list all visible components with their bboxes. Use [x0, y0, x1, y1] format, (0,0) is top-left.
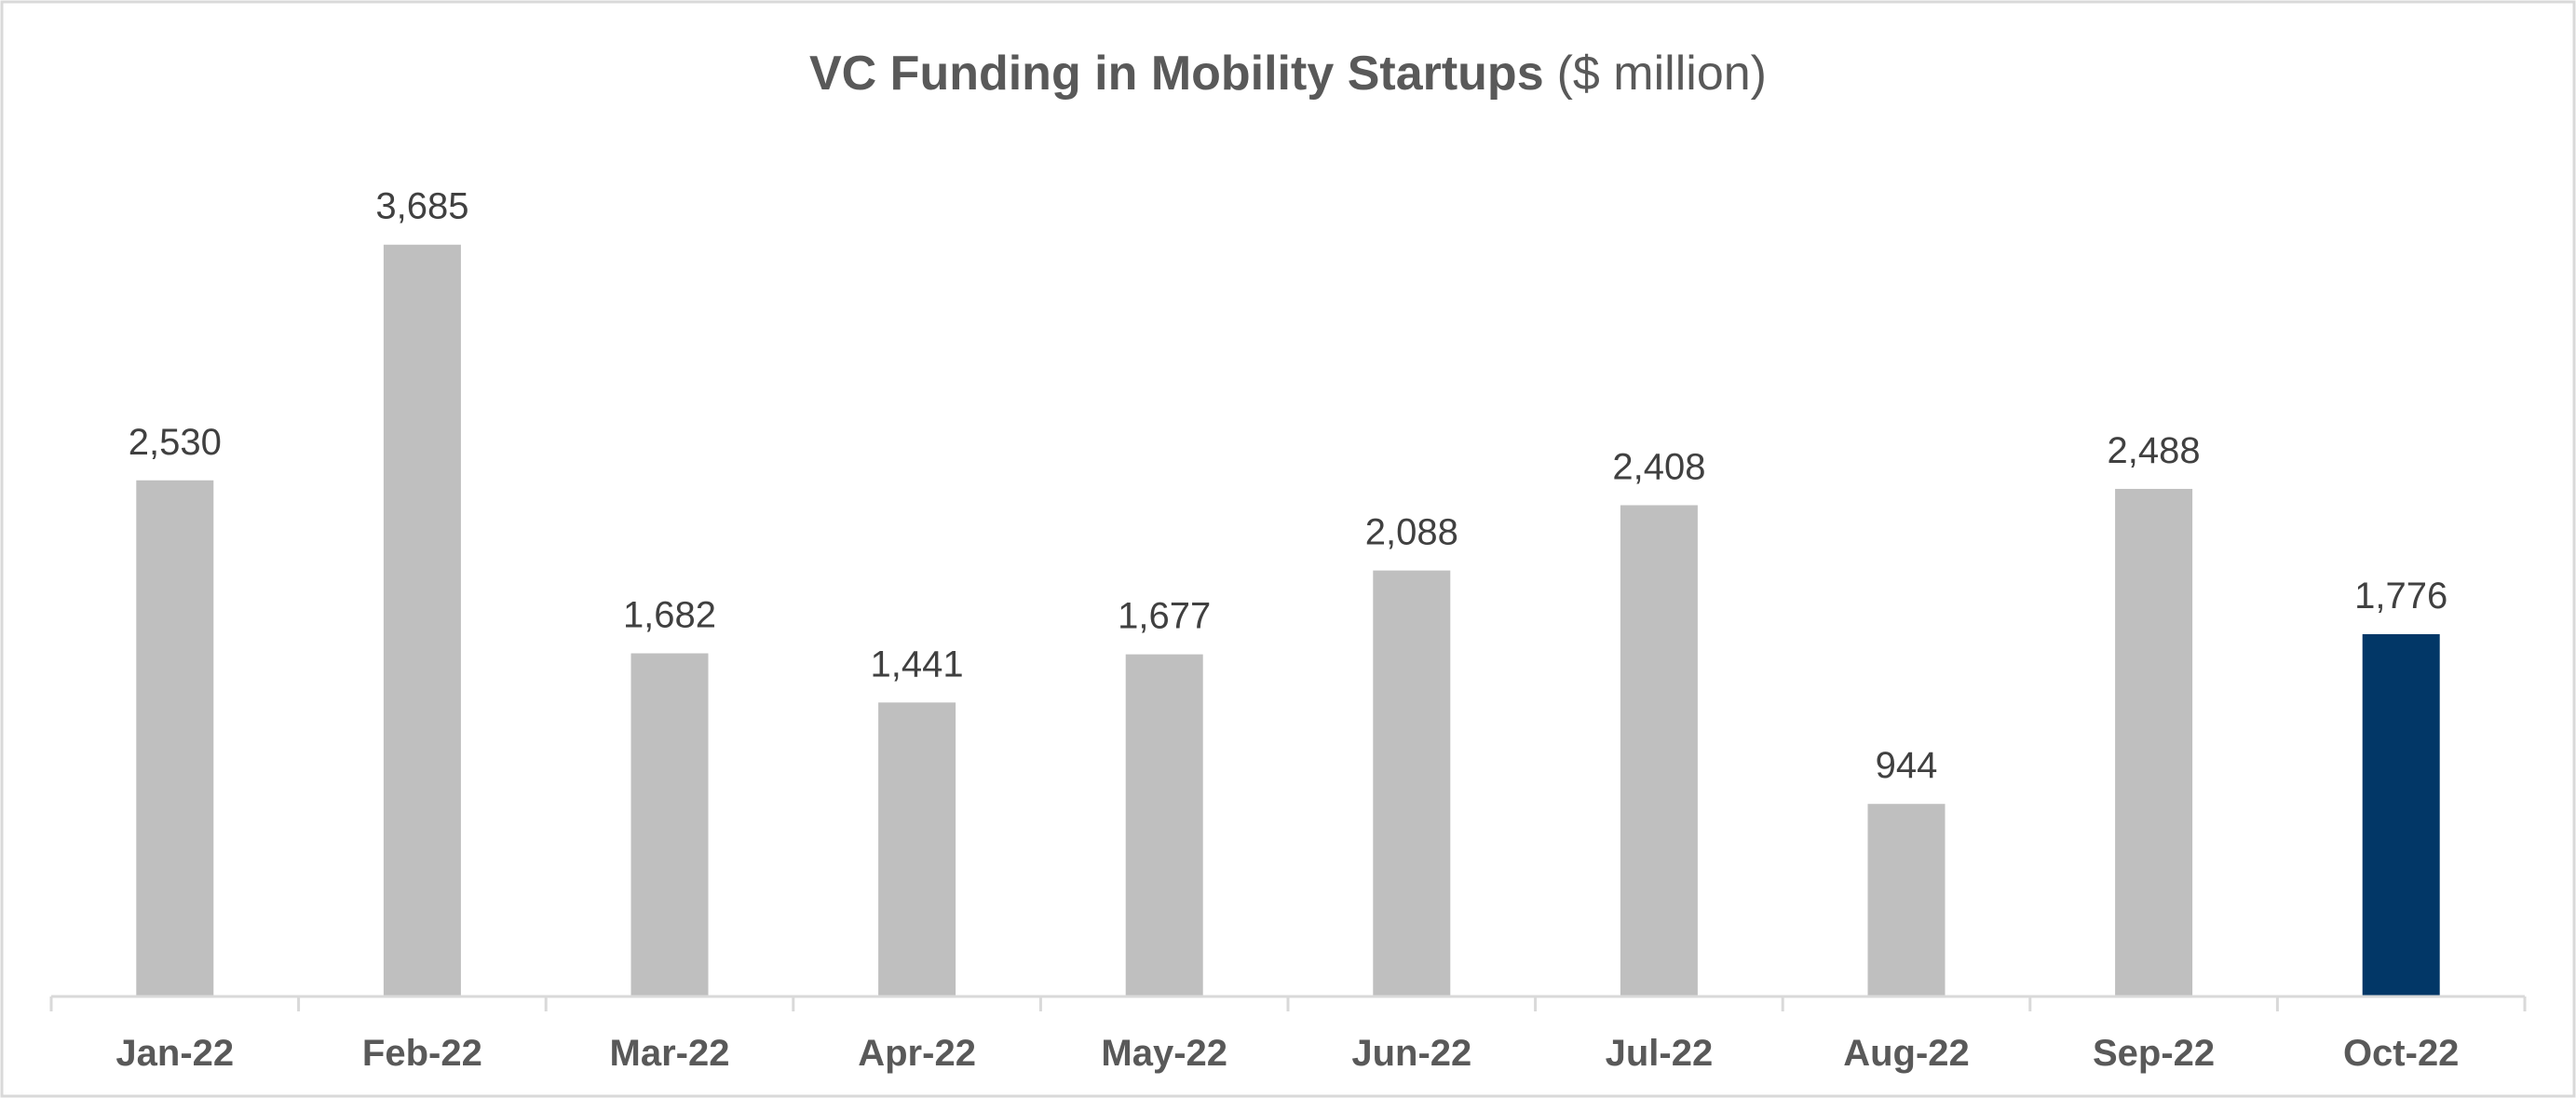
bar-oct-22: [2362, 633, 2440, 996]
data-label: 1,682: [623, 595, 716, 636]
data-label: 1,677: [1118, 596, 1211, 637]
data-label: 1,441: [871, 644, 964, 685]
chart-title: VC Funding in Mobility Startups ($ millio…: [809, 47, 1767, 101]
x-tick-label: Jun-22: [1351, 1033, 1471, 1074]
data-label: 3,685: [375, 186, 468, 227]
data-label: 2,088: [1365, 512, 1458, 553]
x-tick-label: Apr-22: [858, 1033, 976, 1074]
x-tick-label: Mar-22: [610, 1033, 730, 1074]
data-label: 944: [1876, 745, 1938, 786]
bar-may-22: [1125, 654, 1203, 996]
data-label: 1,776: [2354, 576, 2447, 617]
data-label: 2,488: [2108, 430, 2201, 471]
chart-title-main: VC Funding in Mobility Startups: [809, 47, 1544, 101]
bar-jun-22: [1373, 570, 1451, 996]
x-tick-label: Aug-22: [1843, 1033, 1970, 1074]
bar-apr-22: [878, 702, 956, 996]
x-tick-label: May-22: [1101, 1033, 1227, 1074]
data-label: 2,530: [129, 422, 222, 463]
bar-mar-22: [630, 653, 709, 996]
bar-aug-22: [1867, 804, 1946, 996]
data-label: 2,408: [1612, 446, 1705, 487]
x-tick-label: Oct-22: [2343, 1033, 2460, 1074]
x-tick-label: Feb-22: [362, 1033, 482, 1074]
x-tick-label: Jul-22: [1606, 1033, 1714, 1074]
bar-feb-22: [383, 244, 461, 996]
chart-title-unit: ($ million): [1557, 47, 1767, 101]
bar-sep-22: [2115, 488, 2193, 996]
x-tick-label: Sep-22: [2093, 1033, 2215, 1074]
bar-jul-22: [1620, 505, 1698, 996]
x-tick-label: Jan-22: [115, 1033, 234, 1074]
bar-jan-22: [136, 480, 214, 996]
